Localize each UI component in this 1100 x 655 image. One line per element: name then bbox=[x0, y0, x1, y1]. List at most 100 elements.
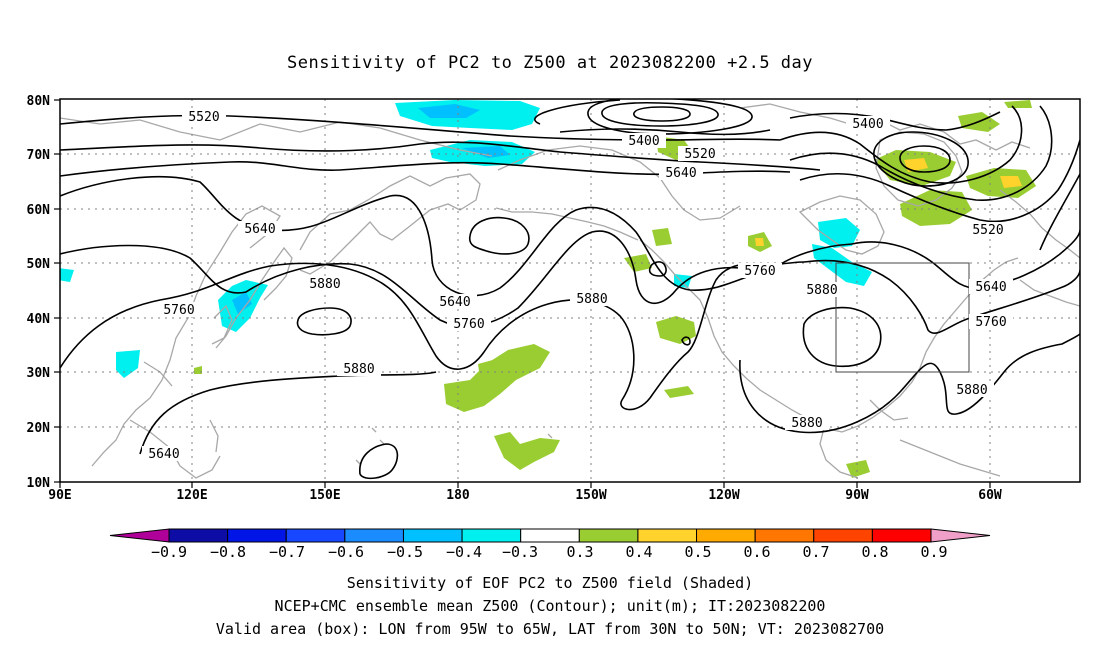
map-panel: 5520 5400 5520 5640 5400 5520 5640 5760 … bbox=[27, 94, 1081, 503]
contour-5880-namerica bbox=[802, 306, 882, 368]
colorbar-cell bbox=[520, 528, 580, 543]
neg-shade-china bbox=[116, 350, 140, 378]
contour-label: 5760 bbox=[744, 264, 775, 279]
negative-sensitivity-shading bbox=[60, 100, 872, 378]
colorbar-cell bbox=[227, 528, 287, 543]
lon-label: 60W bbox=[978, 488, 1002, 503]
coast-north-america-east bbox=[823, 257, 1019, 433]
colorbar-cell bbox=[637, 528, 698, 543]
contour-5880-atlantic bbox=[739, 333, 1080, 434]
coastlines bbox=[60, 103, 1080, 479]
colorbar-cell bbox=[813, 528, 873, 543]
contour-label: 5640 bbox=[975, 280, 1006, 295]
colorbar: −0.9 −0.8 −0.7 −0.6 −0.5 −0.4 −0.3 0.3 0… bbox=[109, 528, 991, 561]
neg-shade-pnw-small bbox=[674, 274, 692, 288]
pos-shade-alaska bbox=[652, 228, 672, 246]
contour-greenland-low bbox=[873, 131, 969, 187]
contour-ring-2 bbox=[601, 101, 719, 127]
colorbar-label: −0.9 bbox=[151, 543, 187, 561]
contour-low-npac-c bbox=[681, 336, 691, 346]
colorbar-cells bbox=[109, 528, 991, 543]
contour-label: 5880 bbox=[343, 362, 374, 377]
contour-5520-right-edge bbox=[1039, 173, 1080, 251]
lat-label: 30N bbox=[27, 366, 51, 381]
contour-label: 5400 bbox=[852, 117, 883, 132]
contour-5640-north bbox=[60, 141, 821, 171]
contour-5880-south bbox=[139, 371, 437, 455]
contour-label: 5880 bbox=[309, 277, 340, 292]
coast-greenland bbox=[875, 131, 963, 207]
pos-shade-greenland-core bbox=[904, 158, 928, 172]
lon-label: 150E bbox=[309, 488, 340, 503]
contour-low-npac-b bbox=[648, 261, 667, 277]
neg-shade-west-edge bbox=[60, 268, 74, 282]
coast-alaska bbox=[497, 145, 741, 221]
contour-5400-right bbox=[789, 111, 1001, 131]
caption: Sensitivity of EOF PC2 to Z500 field (Sh… bbox=[216, 574, 884, 638]
contour-5880-main bbox=[60, 262, 771, 411]
coast-north-america-west bbox=[639, 239, 825, 429]
contour-greenland-2 bbox=[789, 105, 1053, 201]
colorbar-min-triangle bbox=[109, 528, 170, 543]
lat-label: 20N bbox=[27, 421, 51, 436]
coast-gulf-mexico bbox=[819, 399, 909, 479]
coast-east-asia bbox=[60, 117, 493, 157]
colorbar-cell bbox=[578, 528, 639, 543]
lat-label: 70N bbox=[27, 148, 51, 163]
contour-5760-main bbox=[60, 230, 805, 328]
colorbar-cell bbox=[754, 528, 815, 543]
pos-shade-carib bbox=[846, 460, 870, 478]
contour-5400-arctic bbox=[534, 99, 771, 136]
lat-label: 10N bbox=[27, 476, 51, 491]
lon-label: 120E bbox=[176, 488, 207, 503]
contour-5880-west-pac bbox=[296, 307, 352, 336]
coast-south-america bbox=[899, 439, 1001, 477]
contour-5880-low-south bbox=[359, 443, 399, 480]
contour-label: 5520 bbox=[684, 147, 715, 162]
contour-5520-arctic bbox=[60, 114, 781, 141]
colorbar-label: −0.5 bbox=[387, 543, 423, 561]
colorbar-label: −0.7 bbox=[269, 543, 305, 561]
contour-label: 5520 bbox=[972, 223, 1003, 238]
contour-label: 5880 bbox=[791, 416, 822, 431]
colorbar-cell bbox=[461, 528, 522, 543]
lon-label: 90E bbox=[48, 488, 71, 503]
pos-shade-hawaii-ne bbox=[664, 386, 694, 398]
colorbar-label: −0.8 bbox=[210, 543, 246, 561]
colorbar-label: 0.6 bbox=[743, 543, 770, 561]
colorbar-cell bbox=[696, 528, 756, 543]
contour-label: 5880 bbox=[806, 283, 837, 298]
contour-greenland-3 bbox=[779, 105, 1023, 184]
colorbar-cell bbox=[168, 528, 229, 543]
contour-5640-main bbox=[60, 175, 853, 297]
longitude-labels: 90E 120E 150E 180 150W 120W 90W 60W bbox=[48, 488, 1002, 503]
colorbar-cell bbox=[344, 528, 404, 543]
contour-label: 5880 bbox=[956, 383, 987, 398]
caption-line-2: NCEP+CMC ensemble mean Z500 (Contour); u… bbox=[275, 597, 826, 615]
contour-label: 5400 bbox=[628, 134, 659, 149]
lat-label: 40N bbox=[27, 312, 51, 327]
contour-label: 5640 bbox=[244, 222, 275, 237]
contour-label: 5760 bbox=[975, 315, 1006, 330]
colorbar-cell bbox=[285, 528, 346, 543]
colorbar-label: 0.8 bbox=[861, 543, 888, 561]
lat-label: 50N bbox=[27, 257, 51, 272]
latitude-labels: 80N 70N 60N 50N 40N 30N 20N 10N bbox=[27, 94, 51, 491]
contour-greenland-low-inner bbox=[899, 145, 951, 173]
neg-shade-hudson bbox=[818, 218, 860, 248]
lat-label: 60N bbox=[27, 203, 51, 218]
neg-shade-japan-core bbox=[232, 292, 252, 314]
colorbar-label: −0.4 bbox=[446, 543, 482, 561]
colorbar-cell bbox=[871, 528, 932, 543]
contour-greenland-1 bbox=[799, 139, 1080, 223]
pos-shade-scand-core bbox=[1000, 176, 1022, 188]
contour-low-npac-a bbox=[468, 216, 530, 255]
colorbar-label: 0.4 bbox=[625, 543, 652, 561]
colorbar-label: −0.6 bbox=[328, 543, 364, 561]
coast-europe bbox=[999, 189, 1080, 307]
contour-label: 5640 bbox=[148, 447, 179, 462]
lat-label: 80N bbox=[27, 94, 51, 109]
neg-shade-bering-core bbox=[462, 146, 510, 158]
contour-label: 5760 bbox=[453, 317, 484, 332]
